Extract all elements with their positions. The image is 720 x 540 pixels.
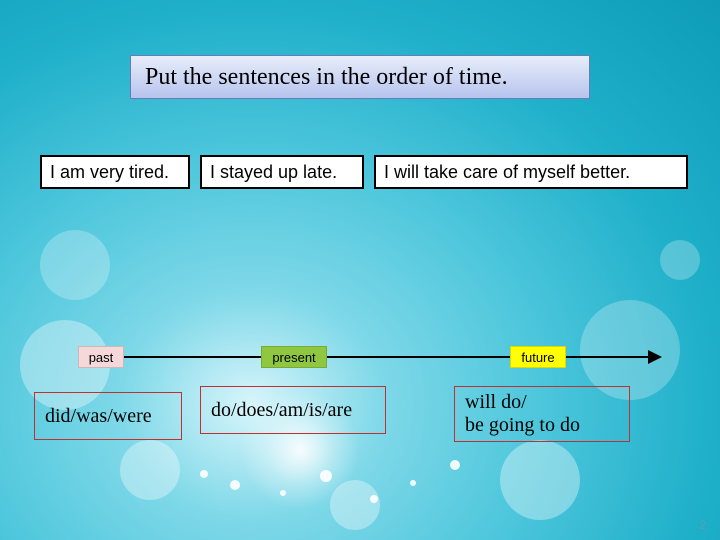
grammar-text: do/does/am/is/are — [211, 399, 352, 422]
timeline-label-present: present — [261, 346, 327, 368]
grammar-box-future: will do/ be going to do — [454, 386, 630, 442]
bg-dot — [280, 490, 286, 496]
sentence-text: I will take care of myself better. — [384, 162, 630, 183]
timeline-arrowhead-icon — [648, 350, 662, 364]
bg-bubble — [500, 440, 580, 520]
bg-dot — [320, 470, 332, 482]
bg-dot — [230, 480, 240, 490]
bg-bubble — [580, 300, 680, 400]
bg-dot — [200, 470, 208, 478]
bg-dot — [450, 460, 460, 470]
timeline-label-future: future — [510, 346, 566, 368]
bg-bubble — [40, 230, 110, 300]
page-number: 2 — [699, 518, 706, 532]
sentence-text: I am very tired. — [50, 162, 169, 183]
bg-bubble — [660, 240, 700, 280]
title-text: Put the sentences in the order of time. — [145, 64, 508, 91]
grammar-text: did/was/were — [45, 405, 152, 428]
sentence-text: I stayed up late. — [210, 162, 337, 183]
grammar-box-past: did/was/were — [34, 392, 182, 440]
sentence-card-3[interactable]: I will take care of myself better. — [374, 155, 688, 189]
grammar-box-present: do/does/am/is/are — [200, 386, 386, 434]
bg-dot — [370, 495, 378, 503]
sentence-card-1[interactable]: I am very tired. — [40, 155, 190, 189]
grammar-text-line2: be going to do — [465, 414, 580, 437]
grammar-text-line1: will do/ — [465, 391, 527, 414]
bg-bubble — [120, 440, 180, 500]
timeline-line — [100, 356, 650, 358]
bg-dot — [410, 480, 416, 486]
title-box: Put the sentences in the order of time. — [130, 55, 590, 99]
sentence-card-2[interactable]: I stayed up late. — [200, 155, 364, 189]
timeline-label-past: past — [78, 346, 124, 368]
